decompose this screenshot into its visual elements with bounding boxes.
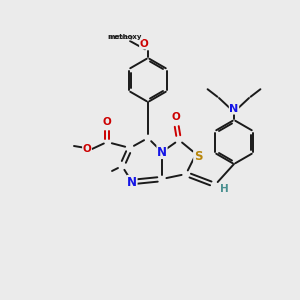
Text: H: H	[220, 184, 228, 194]
Text: N: N	[157, 146, 167, 158]
Text: methoxy: methoxy	[108, 34, 142, 40]
Text: methoxy: methoxy	[110, 35, 134, 40]
Text: N: N	[230, 104, 238, 114]
Text: O: O	[172, 112, 180, 122]
Text: O: O	[140, 39, 148, 49]
Text: S: S	[194, 151, 202, 164]
Text: O: O	[103, 117, 111, 127]
Text: O: O	[82, 144, 91, 154]
Text: N: N	[127, 176, 137, 188]
